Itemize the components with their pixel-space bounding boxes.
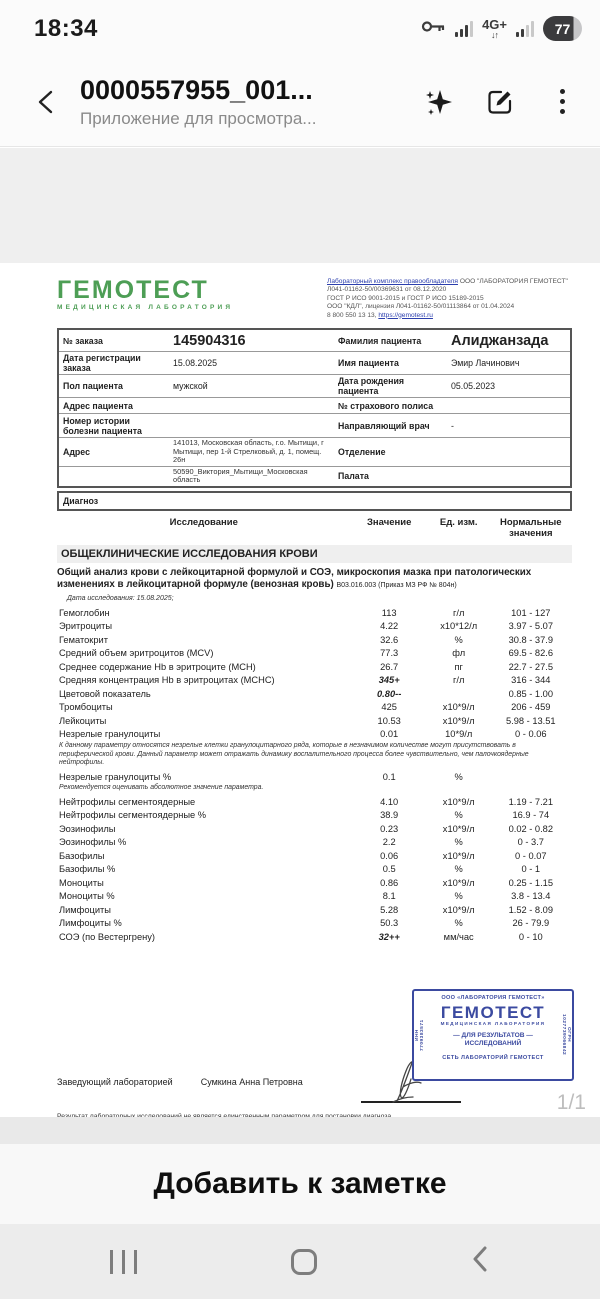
nav-back-icon [473,1246,487,1272]
android-nav-bar [0,1224,600,1299]
add-to-note-button[interactable]: Добавить к заметке [153,1167,447,1200]
result-row: Среднее содержание Hb в эритроците (MCH)… [59,661,554,672]
signatory-role: Заведующий лабораторией [57,1077,173,1088]
viewer-background [0,148,600,263]
result-row: Незрелые гранулоциты 0.01 10*9/л 0 - 0.0… [59,729,547,740]
vpn-key-icon [421,19,446,39]
test-date: Дата исследования: 15.08.2025; [67,594,174,602]
result-row: Средний объем эритроцитов (MCV) 77.3 фл … [59,648,554,659]
result-row: Базофилы % 0.5 % 0 - 1 [59,864,541,875]
result-row: Незрелые гранулоциты % 0.1 % [59,771,463,782]
test-title: Общий анализ крови с лейкоцитарной форму… [57,566,532,590]
result-row: Моноциты 0.86 х10*9/л 0.25 - 1.15 [59,877,554,888]
result-row: Нейтрофилы сегментоядерные 4.10 х10*9/л … [59,796,554,807]
result-row: Лимфоциты 5.28 х10*9/л 1.52 - 8.09 [59,904,554,915]
page-indicator: 1/1 [556,1091,586,1114]
patient-table-row: № заказа 145904316 Фамилия пациента Алид… [59,330,570,352]
document-title: 0000557955_001... [80,74,313,105]
signal-bars-icon-2 [516,20,534,37]
result-note: Рекомендуется оценивать абсолютное значе… [59,784,264,792]
recents-icon [110,1249,137,1274]
edit-button[interactable] [482,84,518,120]
result-row: Гематокрит 32.6 % 30.8 - 37.9 [59,634,554,645]
result-row: Средняя концентрация Hb в эритроцитах (M… [59,675,551,686]
test-code: В03.016.003 (Приказ МЗ РФ № 804н) [336,581,457,589]
document-subtitle: Приложение для просмотра... [80,108,317,128]
viewer-background-bottom [0,1117,600,1144]
disclaimer-text: Результат лабораторных исследований не я… [57,1113,394,1117]
result-row: Нейтрофилы сегментоядерные % 38.9 % 16.9… [59,810,550,821]
lab-license-info: Лабораторный комплекс правообладателя ОО… [327,278,568,319]
signal-bars-icon-1 [455,20,474,37]
results-header-row: Исследование Значение Ед. изм. Нормальны… [169,516,562,539]
pdf-page[interactable]: ГЕМОТЕСТ МЕДИЦИНСКАЯ ЛАБОРАТОРИЯ Лаборат… [0,263,600,1117]
patient-info-table: № заказа 145904316 Фамилия пациента Алид… [57,328,572,488]
result-row: Лейкоциты 10.53 х10*9/л 5.98 - 13.51 [59,715,556,726]
gemotest-logo: ГЕМОТЕСТ МЕДИЦИНСКАЯ ЛАБОРАТОРИЯ [57,276,234,312]
patient-table-row: Адрес пациента № страхового полиса [59,398,570,414]
signature-row: Заведующий лабораторией Сумкина Анна Пет… [57,1061,572,1104]
app-header: 0000557955_001... Приложение для просмот… [0,57,600,147]
overflow-menu-button[interactable] [544,84,580,120]
network-type-indicator: 4G+ ↓↑ [482,16,507,40]
section-title: ОБЩЕКЛИНИЧЕСКИЕ ИССЛЕДОВАНИЯ КРОВИ [57,544,572,563]
back-button[interactable] [26,82,66,122]
lab-complex-link[interactable]: Лабораторный комплекс правообладателя [327,278,458,285]
gemotest-site-link[interactable]: https://gemotest.ru [378,311,433,319]
result-row: Цветовой показатель 0.80-- 0.85 - 1.00 [59,688,554,699]
result-row: Эозинофилы % 2.2 % 0 - 3.7 [59,837,544,848]
signatory-name: Сумкина Анна Петровна [200,1077,303,1088]
lab-stamp: ООО «ЛАБОРАТОРИЯ ГЕМОТЕСТ» ГЕМОТЕСТ МЕДИ… [412,989,574,1081]
result-row: Эритроциты 4.22 х10*12/л 3.97 - 5.07 [59,621,554,632]
home-icon [290,1248,317,1275]
nav-back-button[interactable] [470,1245,490,1278]
add-to-note-bar: Добавить к заметке [0,1144,600,1224]
result-row: Тромбоциты 425 х10*9/л 206 - 459 [59,702,551,713]
result-row: Лимфоциты % 50.3 % 26 - 79.9 [59,918,550,929]
patient-table-row: Дата регистрации заказа 15.08.2025 Имя п… [59,352,570,375]
battery-indicator: 77 [543,16,582,41]
patient-table-row: 50590_Виктория_Мытищи_Московская область… [173,466,369,485]
recents-button[interactable] [110,1249,137,1274]
clock: 18:34 [34,14,98,42]
patient-table-row: Номер истории болезни пациента Направляю… [59,414,570,438]
signature-image [360,1061,461,1104]
status-bar: 18:34 4G+ ↓↑ 77 [0,0,600,57]
result-note: К данному параметру относятся незрелые к… [59,741,529,767]
result-row: Моноциты % 8.1 % 3.8 - 13.4 [59,891,551,902]
ai-sparkle-button[interactable] [420,84,456,120]
diagnosis-row: Диагноз [57,490,572,511]
patient-table-row: Адрес 141013, Московская область, г.о. М… [59,438,570,467]
result-row: Базофилы 0.06 х10*9/л 0 - 0.07 [59,850,547,861]
kebab-icon [559,89,565,114]
result-row: Гемоглобин 113 г/л 101 - 127 [59,607,551,618]
results-table: Гемоглобин 113 г/л 101 - 127 Эритроциты … [57,606,572,943]
result-row: Эозинофилы 0.23 х10*9/л 0.02 - 0.82 [59,823,554,834]
result-row: СОЭ (по Вестергрену) 32++ мм/час 0 - 10 [59,931,543,942]
patient-table-row: Пол пациента мужской Дата рождения пацие… [59,375,570,398]
home-button[interactable] [290,1248,317,1275]
